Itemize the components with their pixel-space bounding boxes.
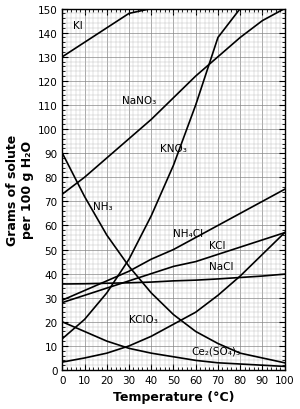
Text: NaCl: NaCl [209, 262, 234, 272]
Text: KI: KI [74, 21, 83, 31]
Y-axis label: Grams of solute
per 100 g H₂O: Grams of solute per 100 g H₂O [6, 134, 34, 245]
Text: KClO₃: KClO₃ [129, 315, 158, 325]
X-axis label: Temperature (°C): Temperature (°C) [113, 391, 234, 403]
Text: NaNO₃: NaNO₃ [122, 96, 157, 106]
Text: NH₄Cl: NH₄Cl [173, 228, 204, 238]
Text: KCl: KCl [209, 240, 226, 250]
Text: NH₃: NH₃ [94, 202, 113, 211]
Text: KNO₃: KNO₃ [160, 144, 187, 154]
Text: Ce₂(SO₄)₃: Ce₂(SO₄)₃ [191, 346, 240, 356]
